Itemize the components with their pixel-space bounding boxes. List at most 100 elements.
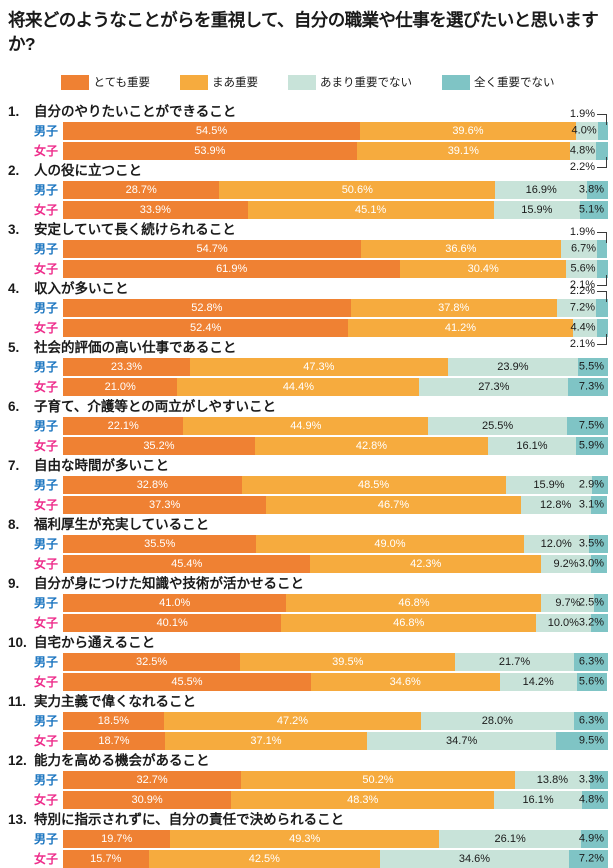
bar-segment-4 — [573, 712, 608, 730]
bar-segment-4 — [575, 437, 608, 455]
bar-segment-3: 25.5% — [428, 417, 568, 435]
bar-segment-2: 49.0% — [256, 535, 524, 553]
question-number: 7. — [8, 458, 20, 473]
stacked-bar-male: 54.5% 39.6% 4.0% 1.9% — [63, 108, 608, 140]
bar-segment-4 — [567, 417, 608, 435]
bar-segment-4 — [596, 319, 608, 337]
row-label-female: 女子 — [33, 498, 58, 512]
bar-segment-3: 4.0% — [572, 122, 598, 140]
stacked-bar-female: 21.0% 44.4% 27.3% 7.3% — [63, 378, 608, 396]
bar-value-label: 46.8% — [393, 616, 425, 629]
stacked-bar-male: 54.7% 36.6% 6.7% 1.9% — [63, 226, 608, 258]
bar-value-label: 44.4% — [282, 380, 315, 393]
bar-value-label: 5.6% — [570, 262, 596, 275]
question-title: 特別に指示されずに、自分の責任で決められること — [34, 812, 345, 827]
bar-segment-2: 42.8% — [254, 437, 489, 455]
bar-value-label: 7.2% — [578, 852, 604, 865]
bar-segment-4 — [556, 732, 608, 750]
bar-segment-1: 32.7% — [63, 771, 242, 789]
bar-segment-3: 12.0% — [523, 535, 589, 553]
question-title: 福利厚生が充実していること — [34, 517, 210, 532]
question-heading: 6. 子育て、介護等との両立がしやすいこと — [8, 399, 608, 414]
legend-item-1: とても重要 — [61, 74, 150, 90]
bar-segment-3: 16.1% — [494, 791, 582, 809]
bar-segment-2: 44.4% — [177, 378, 420, 396]
stacked-bar-male: 32.5% 39.5% 21.7% 6.3% — [63, 653, 608, 671]
bar-segment-1: 32.8% — [63, 476, 242, 494]
bar-segment-1: 54.5% — [63, 122, 361, 140]
question-number: 4. — [8, 281, 20, 296]
bar-segment-1: 33.9% — [63, 201, 248, 219]
bar-value-label: 3.0% — [578, 557, 604, 570]
bar-value-label: 4.0% — [571, 124, 597, 137]
question-number: 11. — [8, 694, 27, 709]
bar-segment-1: 35.2% — [63, 437, 255, 455]
question-title: 人の役に立つこと — [34, 163, 142, 178]
bar-value-label: 52.4% — [190, 321, 222, 334]
stacked-bar-female: 53.9% 39.1% 4.8% 2.2% — [63, 142, 608, 173]
bar-segment-4 — [590, 496, 608, 514]
bar-value-label: 45.1% — [355, 203, 387, 216]
bar-value-label: 2.5% — [578, 596, 604, 609]
stacked-bar-male: 32.8% 48.5% 15.9% 2.9% — [63, 476, 608, 494]
bar-segment-4 — [594, 594, 608, 612]
question-9: 9. 自分が身につけた知識や技術が活かせること 男子 41.0% 46.8% 9.7% 2.… — [8, 576, 609, 632]
stacked-bar-male: 52.8% 37.8% 7.2% 2.2% — [63, 285, 608, 317]
bar-segment-2: 46.8% — [286, 594, 542, 612]
bar-value-label: 54.5% — [195, 124, 228, 137]
question-6: 6. 子育て、介護等との両立がしやすいこと男子 22.1% 44.9% 25.5% 7.5… — [8, 399, 608, 455]
bar-segment-2: 50.6% — [219, 181, 496, 199]
row-label-female: 女子 — [33, 675, 58, 689]
legend-item-3: あまり重要でない — [288, 74, 412, 90]
bar-segment-1: 30.9% — [63, 791, 232, 809]
bar-segment-3: 12.8% — [520, 496, 591, 514]
bar-segment-1: 37.3% — [63, 496, 267, 514]
row-label-female: 女子 — [33, 203, 58, 217]
bar-row-female: 女子 52.4% 41.2% 4.4% 2.1% — [8, 319, 608, 350]
bar-segment-1: 28.7% — [63, 181, 220, 199]
bar-segment-1: 41.0% — [63, 594, 287, 612]
question-heading: 5. 社会的評価の高い仕事であること — [8, 340, 608, 355]
bar-value-label: 47.2% — [276, 714, 309, 727]
bar-value-label: 4.8% — [578, 793, 604, 806]
stacked-bar-male: 22.1% 44.9% 25.5% 7.5% — [63, 417, 608, 435]
bar-value-label: 15.9% — [533, 478, 565, 491]
bar-segment-2: 34.6% — [310, 673, 500, 691]
row-label-male: 男子 — [33, 242, 58, 256]
bar-value-label: 12.8% — [540, 498, 572, 511]
bar-row-male: 男子 32.7% 50.2% 13.8% 3.3% — [8, 771, 608, 789]
bar-segment-4 — [578, 358, 608, 376]
row-label-male: 男子 — [33, 419, 58, 433]
bar-segment-4 — [596, 142, 608, 160]
bar-value-label: 22.1% — [107, 419, 139, 432]
bar-value-label: 6.7% — [571, 242, 597, 255]
bar-segment-2: 48.5% — [241, 476, 506, 494]
bar-segment-3: 26.1% — [439, 830, 582, 848]
bar-segment-1: 19.7% — [63, 830, 171, 848]
legend-swatch — [288, 74, 317, 90]
bar-row-female: 女子 30.9% 48.3% 16.1% 4.8% — [8, 791, 608, 809]
row-label-female: 女子 — [33, 262, 58, 276]
bar-value-label: 54.7% — [196, 242, 228, 255]
bar-value-label: 36.6% — [445, 242, 477, 255]
question-5: 5. 社会的評価の高い仕事であること 男子 23.3% 47.3% 23.9% 5.5% 女子… — [8, 340, 608, 396]
bar-value-label: 13.8% — [536, 773, 568, 786]
question-number: 13. — [8, 812, 27, 827]
question-heading: 9. 自分が身につけた知識や技術が活かせること — [8, 576, 608, 591]
question-8: 8. 福利厚生が充実していること 男子 35.5% 49.0% 12.0% 3.5% 女子 45… — [8, 517, 608, 573]
bar-row-female: 女子 15.7% 42.5% 34.6% 7.2% — [8, 850, 608, 868]
bar-segment-2: 42.3% — [310, 555, 541, 573]
row-label-female: 女子 — [33, 439, 58, 453]
question-title: 収入が多いこと — [34, 281, 129, 296]
stacked-bar-male: 18.5% 47.2% 28.0% 6.3% — [63, 712, 608, 730]
bar-value-label: 37.8% — [438, 301, 470, 314]
row-label-female: 女子 — [33, 793, 58, 807]
bar-value-label: 27.3% — [478, 380, 510, 393]
bar-value-label: 50.2% — [362, 773, 394, 786]
question-4: 4. 収入が多いこと 男子 52.8% 37.8% 7.2% 2.2% 女子 52.4% 41.2… — [8, 281, 608, 350]
row-label-female: 女子 — [33, 852, 58, 866]
bar-segment-3: 27.3% — [419, 378, 569, 396]
bar-row-male: 男子 54.5% 39.6% 4.0% 1.9% — [8, 108, 608, 140]
bar-value-label: 35.5% — [144, 537, 176, 550]
question-title: 自分が身につけた知識や技術が活かせること — [34, 576, 304, 591]
